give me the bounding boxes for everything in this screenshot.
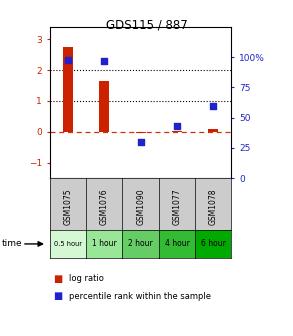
Text: 0.5 hour: 0.5 hour — [54, 241, 82, 247]
Point — [102, 58, 107, 64]
Text: ■: ■ — [53, 274, 62, 284]
Point — [66, 57, 70, 62]
Point — [175, 123, 179, 129]
Text: GSM1090: GSM1090 — [136, 188, 145, 225]
Bar — [208, 129, 218, 132]
Text: percentile rank within the sample: percentile rank within the sample — [69, 292, 211, 301]
Text: GSM1075: GSM1075 — [64, 188, 72, 225]
Bar — [63, 47, 73, 132]
Bar — [136, 132, 146, 133]
Text: time: time — [1, 240, 22, 248]
Text: GSM1076: GSM1076 — [100, 188, 109, 225]
Bar — [99, 81, 109, 132]
Bar — [172, 131, 182, 132]
Text: log ratio: log ratio — [69, 274, 104, 283]
Point — [211, 103, 216, 108]
Text: 4 hour: 4 hour — [165, 240, 189, 248]
Text: 1 hour: 1 hour — [92, 240, 117, 248]
Text: GDS115 / 887: GDS115 / 887 — [105, 18, 188, 32]
Text: GSM1078: GSM1078 — [209, 188, 218, 225]
Text: ■: ■ — [53, 291, 62, 301]
Text: GSM1077: GSM1077 — [173, 188, 181, 225]
Text: 2 hour: 2 hour — [128, 240, 153, 248]
Text: 6 hour: 6 hour — [201, 240, 226, 248]
Point — [138, 139, 143, 144]
